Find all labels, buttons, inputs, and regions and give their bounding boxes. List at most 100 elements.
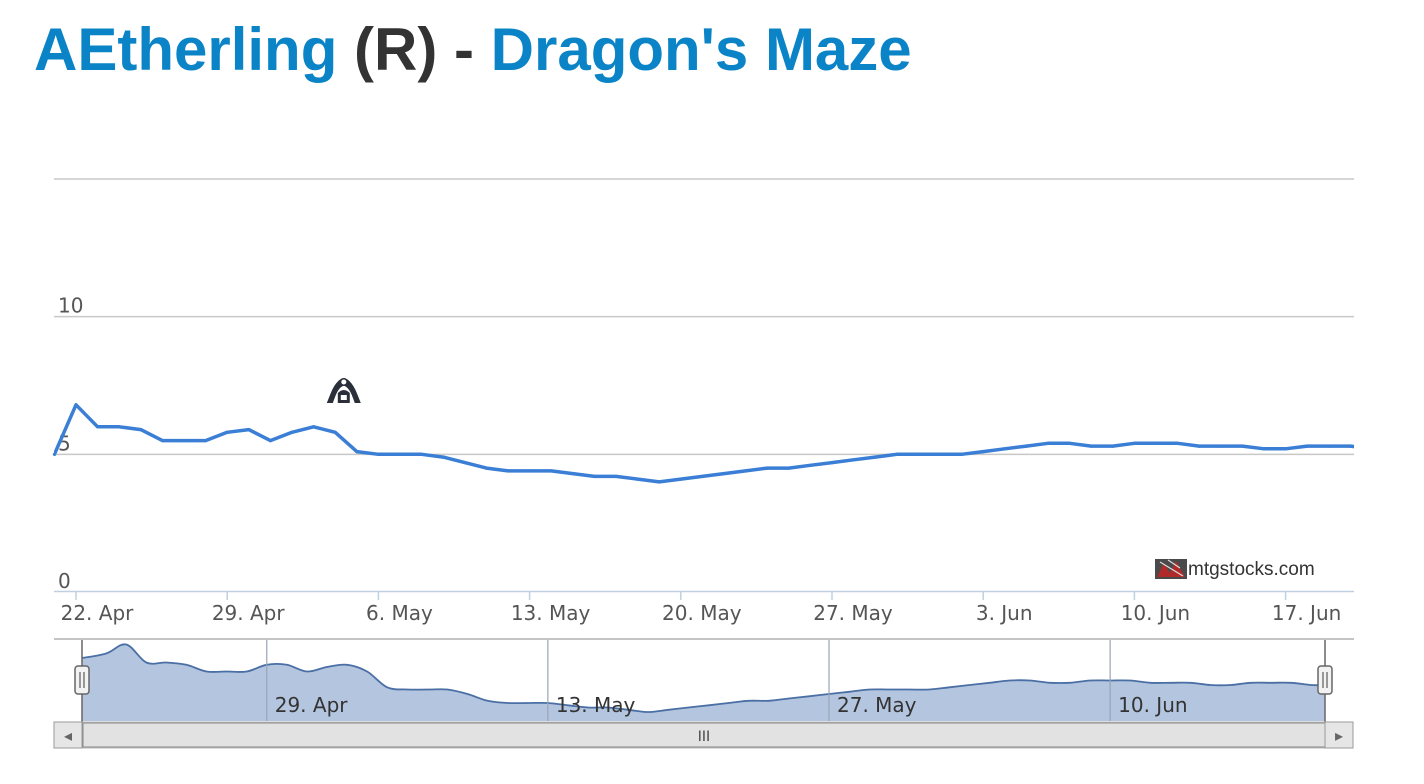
price-point-24[interactable] [571,472,575,476]
x-tick-label-5: 27. May [813,601,893,625]
price-point-23[interactable] [549,469,553,473]
price-point-8[interactable] [225,430,229,434]
scroll-left-button[interactable]: ◂ [53,721,83,749]
price-point-15[interactable] [376,452,380,456]
price-point-19[interactable] [463,461,467,465]
grip-icon: III [698,729,710,745]
x-tick-label-2: 6. May [366,601,433,625]
price-point-44[interactable] [1003,447,1007,451]
price-point-1[interactable] [74,403,78,407]
price-point-53[interactable] [1197,444,1201,448]
plot-series [52,403,1380,484]
price-point-7[interactable] [204,439,208,443]
page-title: AEtherling (R) - Dragon's Maze [34,12,912,88]
price-point-20[interactable] [484,466,488,470]
plot-event-marker-layer [326,378,361,403]
price-point-13[interactable] [333,430,337,434]
price-point-58[interactable] [1305,444,1309,448]
price-point-22[interactable] [528,469,532,473]
mtgstocks-logo-icon [1155,559,1187,579]
navigator-tick-label-1: 13. May [556,693,636,717]
navigator-handle-right[interactable] [1317,665,1333,695]
set-name[interactable]: Dragon's Maze [490,16,912,83]
price-point-38[interactable] [873,455,877,459]
price-point-17[interactable] [420,452,424,456]
card-name[interactable]: AEtherling [34,16,338,83]
price-point-59[interactable] [1327,444,1331,448]
price-point-39[interactable] [895,452,899,456]
x-tick-label-3: 13. May [511,601,591,625]
price-point-12[interactable] [312,425,316,429]
price-point-28[interactable] [657,480,661,484]
price-point-29[interactable] [679,477,683,481]
price-point-32[interactable] [744,469,748,473]
price-point-49[interactable] [1111,444,1115,448]
x-tick-label-1: 29. Apr [212,601,286,625]
price-point-54[interactable] [1219,444,1223,448]
y-tick-label-0: 0 [58,569,71,593]
navigator-tick-label-2: 27. May [837,693,917,717]
navigator-tick-label-0: 29. Apr [275,693,349,717]
price-point-16[interactable] [398,452,402,456]
price-point-37[interactable] [852,458,856,462]
price-point-4[interactable] [139,428,143,432]
chevron-left-icon: ◂ [64,726,72,745]
watermark: mtgstocks.com [1155,559,1315,580]
set-symbol-icon[interactable] [326,378,361,403]
scrollbar-thumb[interactable]: III [82,722,1326,748]
price-point-56[interactable] [1262,447,1266,451]
price-point-9[interactable] [247,428,251,432]
navigator[interactable]: 29. Apr 13. May 27. May 10. Jun [54,638,1354,722]
price-point-50[interactable] [1132,441,1136,445]
price-point-48[interactable] [1089,444,1093,448]
chevron-right-icon: ▸ [1335,726,1343,745]
price-point-10[interactable] [268,439,272,443]
price-point-30[interactable] [700,474,705,478]
price-point-52[interactable] [1176,441,1180,445]
price-point-51[interactable] [1154,441,1158,445]
price-point-26[interactable] [614,474,618,478]
x-tick-label-7: 10. Jun [1121,601,1190,625]
price-point-27[interactable] [636,477,640,481]
navigator-handle-left[interactable] [74,665,90,695]
price-point-41[interactable] [938,452,942,456]
scrollbar[interactable]: ◂ III ▸ [53,721,1354,749]
price-point-6[interactable] [182,439,186,443]
price-series-points [52,403,1352,484]
price-point-25[interactable] [592,474,597,478]
y-tick-label-10: 10 [58,294,83,318]
price-point-21[interactable] [506,469,510,473]
price-point-31[interactable] [722,472,726,476]
price-point-5[interactable] [160,439,164,443]
price-point-2[interactable] [96,425,100,429]
price-point-33[interactable] [765,466,769,470]
price-point-34[interactable] [787,466,791,470]
price-point-45[interactable] [1024,444,1028,448]
price-point-40[interactable] [916,452,921,456]
price-point-3[interactable] [117,425,121,429]
card-rarity: (R) [354,16,438,83]
price-point-46[interactable] [1046,441,1050,445]
watermark-text: mtgstocks.com [1188,559,1315,580]
navigator-line [81,643,1326,713]
price-point-57[interactable] [1284,447,1288,451]
price-point-14[interactable] [355,450,359,454]
price-point-0[interactable] [52,452,57,456]
price-point-42[interactable] [960,452,964,456]
navigator-tick-label-3: 10. Jun [1118,693,1187,717]
price-point-11[interactable] [290,430,294,434]
price-series-line[interactable] [54,403,1380,484]
price-point-43[interactable] [981,450,985,454]
scroll-right-button[interactable]: ▸ [1324,721,1354,749]
x-tick-label-0: 22. Apr [61,601,135,625]
price-point-60[interactable] [1348,444,1352,448]
price-point-36[interactable] [830,461,834,465]
x-tick-label-6: 3. Jun [976,601,1033,625]
x-tick-label-8: 17. Jun [1272,601,1341,625]
price-point-18[interactable] [441,455,445,459]
price-point-35[interactable] [808,463,813,467]
price-point-55[interactable] [1240,444,1244,448]
price-point-47[interactable] [1068,441,1072,445]
